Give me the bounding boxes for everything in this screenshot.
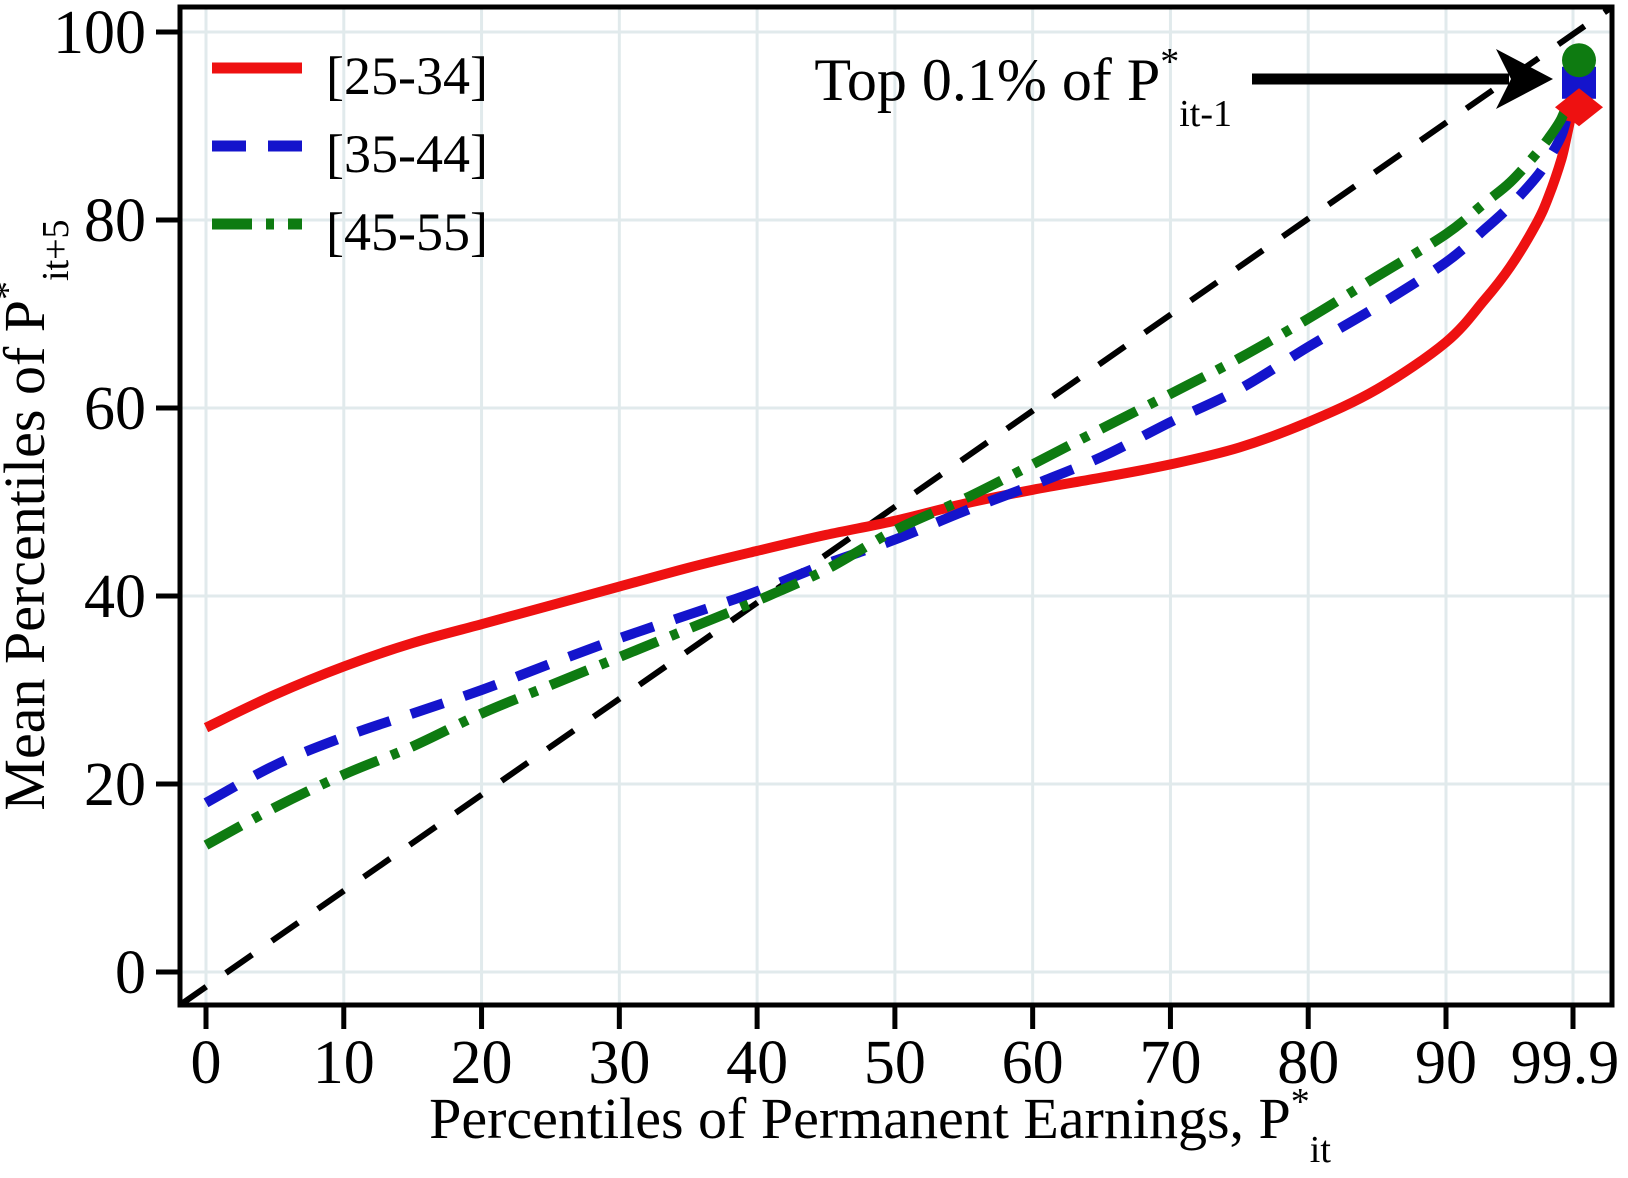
legend-label: [45-55] — [326, 202, 488, 262]
x-tick-label: 30 — [588, 1029, 650, 1097]
x-tick-label: 90 — [1415, 1029, 1477, 1097]
series-curves — [203, 59, 1578, 850]
y-axis-tick-labels: 0 20 40 60 80 100 — [53, 0, 146, 1007]
x-tick-label: 0 — [191, 1029, 222, 1097]
y-axis-title: Mean Percentiles of P*it+5 — [0, 219, 77, 810]
x-tick-label: 20 — [451, 1029, 513, 1097]
x-tick-label: 70 — [1139, 1029, 1201, 1097]
x-tick-label: 50 — [864, 1029, 926, 1097]
end-marker-circle-45-55 — [1562, 43, 1596, 78]
x-tick-label: 80 — [1277, 1029, 1339, 1097]
annotation-text: Top 0.1% of P*it-1 — [814, 41, 1232, 135]
x-tick-label: 60 — [1002, 1029, 1064, 1097]
x-axis-ticks — [203, 1005, 1576, 1029]
y-tick-label: 100 — [53, 0, 146, 67]
annotation-arrow-head-icon — [1496, 49, 1553, 109]
x-tick-label: 99.9 — [1511, 1029, 1620, 1097]
x-tick-label: 10 — [313, 1029, 375, 1097]
y-tick-label: 20 — [84, 751, 146, 819]
series-line-45-55 — [203, 59, 1578, 850]
legend-item-45-55: [45-55] — [212, 202, 488, 262]
x-axis-tick-labels: 0 10 20 30 40 50 60 70 80 90 99.9 — [191, 1029, 1620, 1097]
y-tick-label: 80 — [84, 187, 146, 255]
diagonal-reference-line — [178, 4, 1614, 1008]
legend-item-35-44: [35-44] — [212, 124, 488, 184]
legend-label: [25-34] — [326, 46, 488, 106]
series-line-35-44 — [203, 81, 1578, 808]
y-tick-label: 40 — [84, 563, 146, 631]
y-axis-ticks — [156, 29, 180, 975]
y-tick-label: 0 — [115, 939, 146, 1007]
legend-label: [35-44] — [326, 124, 488, 184]
x-axis-title: Percentiles of Permanent Earnings, P*it — [429, 1081, 1331, 1171]
series-end-markers — [1555, 43, 1603, 127]
end-marker-diamond-25-34 — [1555, 88, 1603, 127]
annotation-top01: Top 0.1% of P*it-1 — [814, 41, 1553, 135]
x-tick-label: 40 — [726, 1029, 788, 1097]
legend: [25-34] [35-44] [45-55] — [212, 46, 488, 262]
legend-item-25-34: [25-34] — [212, 46, 488, 106]
y-tick-label: 60 — [84, 375, 146, 443]
series-line-25-34 — [203, 106, 1578, 733]
